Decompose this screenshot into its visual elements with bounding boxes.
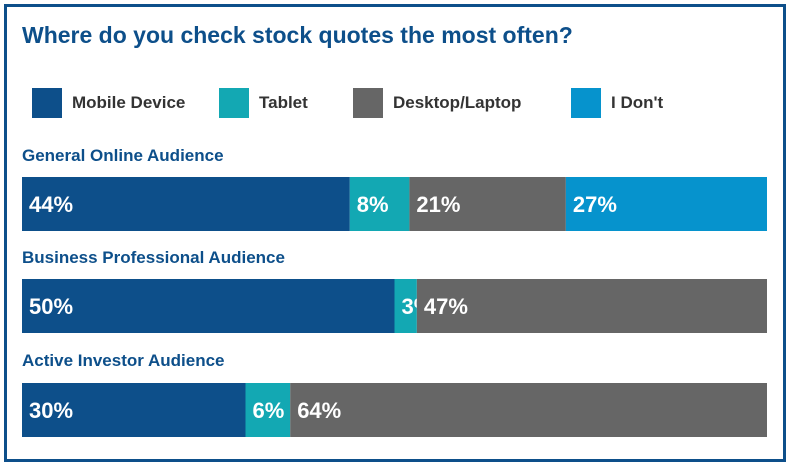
category-label-general-online: General Online Audience: [22, 146, 224, 165]
data-label-business-professional-audience-mobile-device: 50%: [29, 294, 73, 319]
legend-item-mobile-device: Mobile Device: [32, 88, 185, 118]
category-label-active-investor: Active Investor Audience: [22, 351, 225, 370]
legend-label-i-dont: I Don't: [611, 93, 664, 112]
bar-business-professional-audience-desktop-laptop: [416, 279, 767, 333]
legend-swatch-desktop-laptop: [353, 88, 383, 118]
bar-general-online-audience-desktop-laptop: [409, 177, 566, 231]
data-label-general-online-audience-tablet: 8%: [357, 192, 389, 217]
data-label-general-online-audience-desktop-laptop: 21%: [416, 192, 460, 217]
legend-label-desktop-laptop: Desktop/Laptop: [393, 93, 522, 112]
category-label-business-professional: Business Professional Audience: [22, 248, 285, 267]
data-label-business-professional-audience-desktop-laptop: 47%: [424, 294, 468, 319]
bar-active-investor-audience-tablet: [245, 383, 291, 437]
legend-swatch-i-dont: [571, 88, 601, 118]
legend-swatch-mobile-device: [32, 88, 62, 118]
legend-label-tablet: Tablet: [259, 93, 308, 112]
data-label-general-online-audience-i-don-t: 27%: [573, 192, 617, 217]
bar-active-investor-audience-desktop-laptop: [290, 383, 767, 437]
legend-item-tablet: Tablet: [219, 88, 308, 118]
data-label-active-investor-audience-tablet: 6%: [253, 398, 285, 423]
data-label-general-online-audience-mobile-device: 44%: [29, 192, 73, 217]
legend-swatch-tablet: [219, 88, 249, 118]
data-label-active-investor-audience-desktop-laptop: 64%: [297, 398, 341, 423]
legend-label-mobile-device: Mobile Device: [72, 93, 186, 112]
bar-business-professional-audience-mobile-device: [22, 279, 395, 333]
bar-general-online-audience-i-don-t: [565, 177, 767, 231]
data-label-active-investor-audience-mobile-device: 30%: [29, 398, 73, 423]
legend-item-i-dont: I Don't: [571, 88, 663, 118]
legend-item-desktop-laptop: Desktop/Laptop: [353, 88, 521, 118]
bar-business-professional-audience-tablet: [394, 279, 417, 333]
bar-general-online-audience-tablet: [349, 177, 410, 231]
bar-active-investor-audience-mobile-device: [22, 383, 246, 437]
bar-general-online-audience-mobile-device: [22, 177, 350, 231]
chart-title: Where do you check stock quotes the most…: [22, 22, 573, 48]
